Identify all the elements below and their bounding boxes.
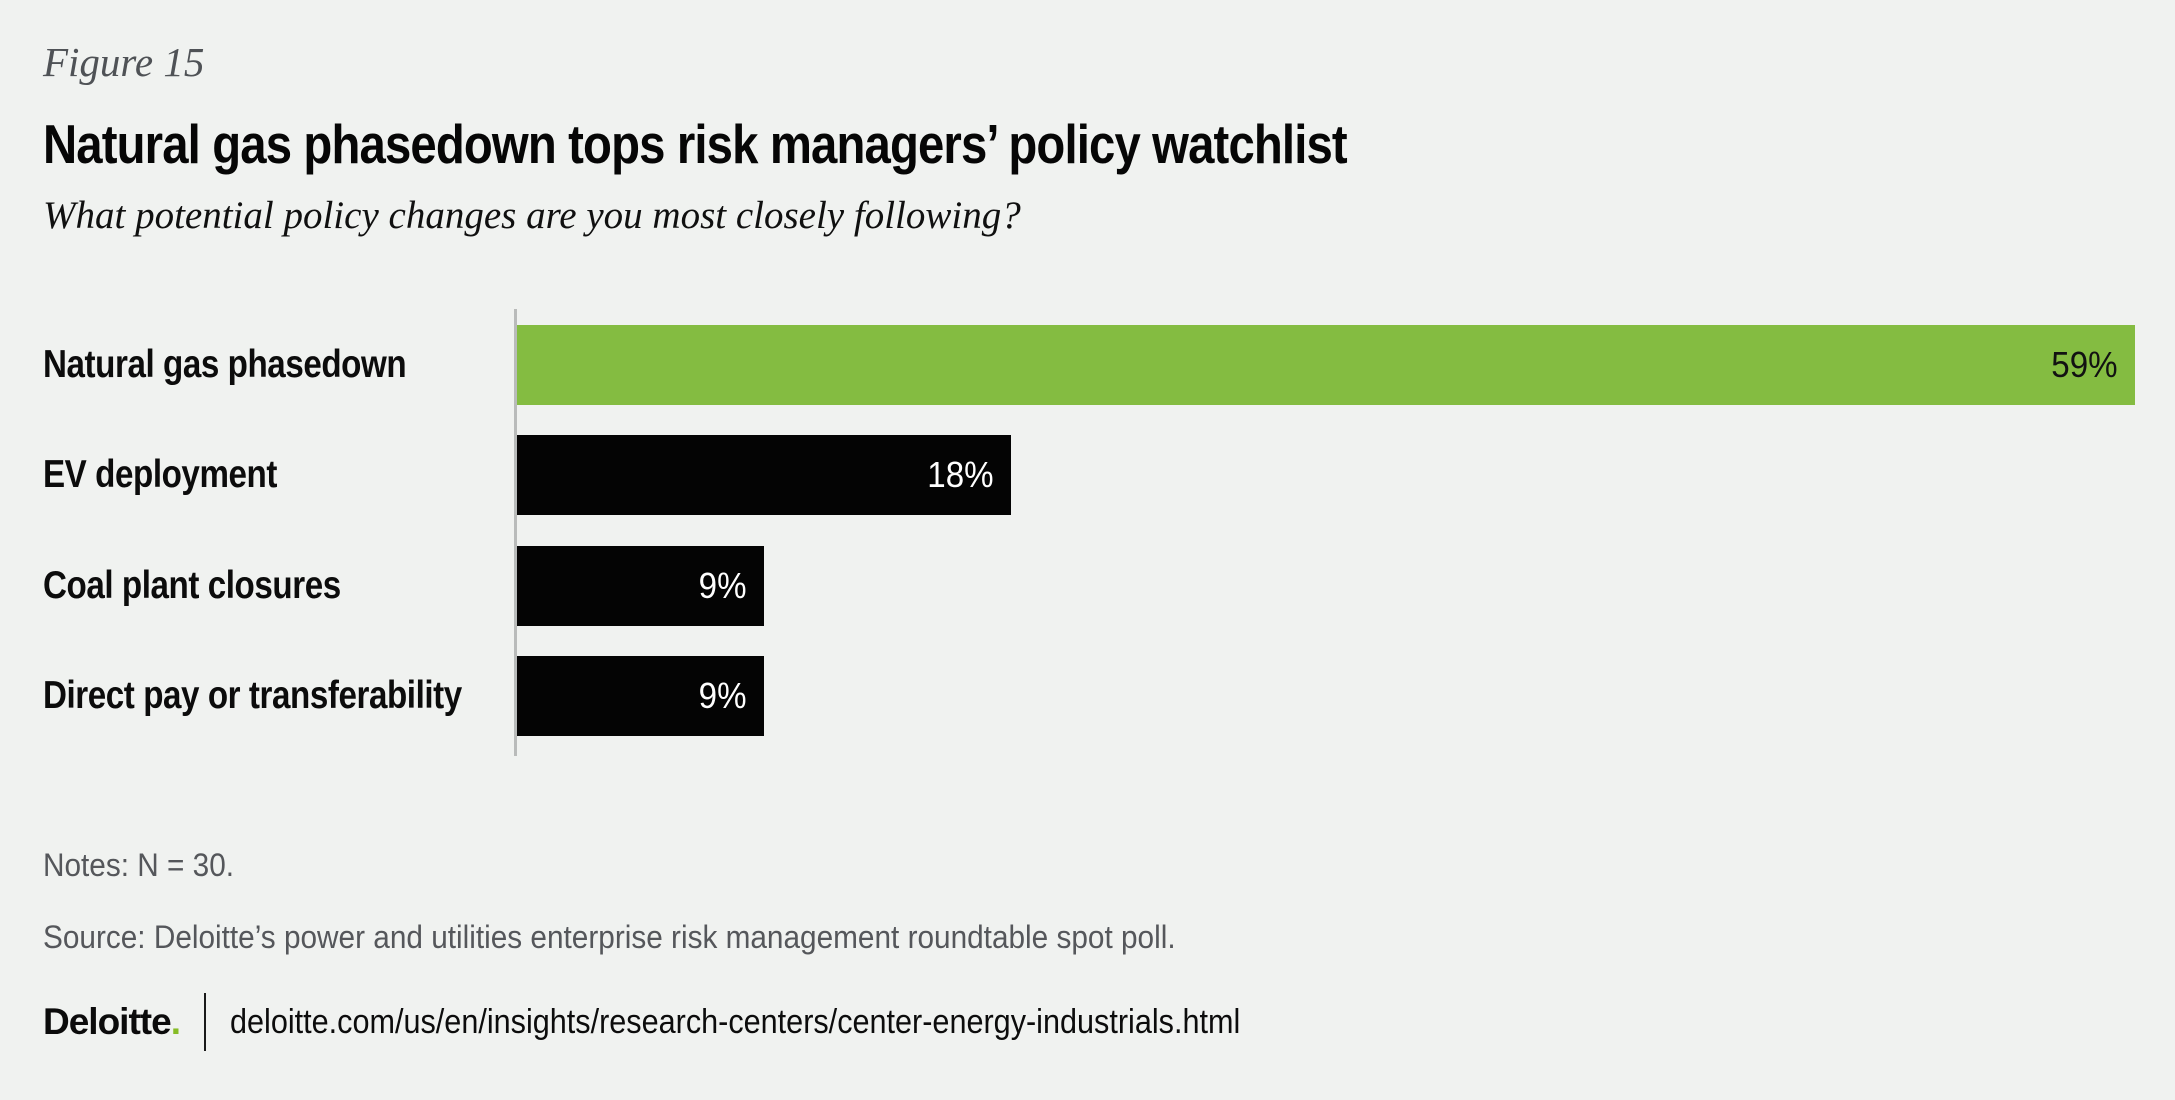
bar-value-label: 59% (2051, 344, 2118, 385)
category-label: EV deployment (43, 453, 277, 496)
bar-value-label: 9% (698, 565, 747, 606)
footer: Deloitte. deloitte.com/us/en/insights/re… (43, 990, 1352, 1054)
bar: 9% (517, 546, 764, 626)
chart-title: Natural gas phasedown tops risk managers… (43, 113, 1348, 175)
bar-value-label: 9% (698, 675, 747, 716)
chart-row: Natural gas phasedown 59% (0, 325, 2175, 405)
category-label: Direct pay or transferability (43, 674, 462, 717)
bar: 59% (517, 325, 2135, 405)
footer-divider (203, 993, 206, 1051)
chart-row: EV deployment 18% (0, 435, 2175, 515)
footer-url: deloitte.com/us/en/insights/research-cen… (229, 1002, 1241, 1041)
source-text: Source: Deloitte’s power and utilities e… (43, 919, 1176, 955)
bar: 18% (517, 435, 1011, 515)
chart-subtitle: What potential policy changes are you mo… (43, 194, 1021, 237)
deloitte-logo-green-dot: . (170, 1001, 181, 1042)
bar-value-label: 18% (927, 454, 994, 495)
chart-row: Coal plant closures 9% (0, 546, 2175, 626)
bar: 9% (517, 656, 764, 736)
notes-text: Notes: N = 30. (43, 847, 235, 883)
deloitte-logo-text: Deloitte (43, 1001, 172, 1042)
y-axis-line (514, 309, 517, 756)
category-label: Coal plant closures (43, 564, 341, 607)
figure-number-label: Figure 15 (43, 39, 205, 85)
chart-row: Direct pay or transferability 9% (0, 656, 2175, 736)
category-label: Natural gas phasedown (43, 343, 407, 386)
deloitte-logo: Deloitte. (43, 1001, 181, 1043)
